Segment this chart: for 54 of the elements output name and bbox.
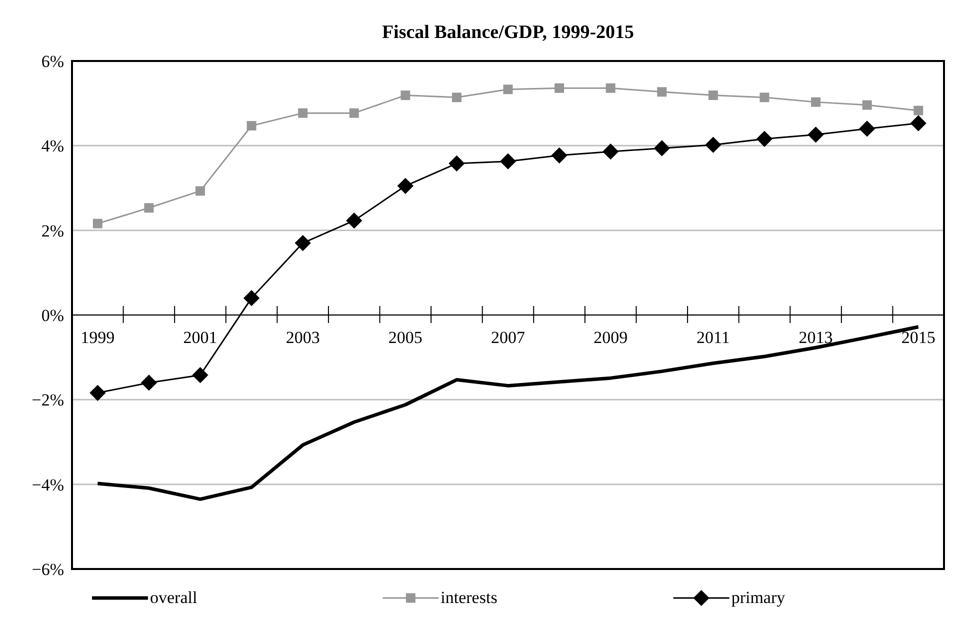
x-tick-label: 2011 <box>696 328 730 347</box>
point <box>397 178 414 194</box>
point <box>554 83 564 93</box>
point <box>192 367 208 384</box>
point <box>503 84 513 94</box>
y-tick-label: 2% <box>41 221 64 240</box>
point <box>452 92 462 102</box>
point <box>602 144 619 160</box>
point <box>756 130 773 147</box>
point <box>195 186 205 196</box>
point <box>246 121 256 131</box>
point <box>448 155 465 172</box>
point <box>140 374 158 391</box>
x-tick-label: 2009 <box>594 328 628 347</box>
x-tick-label: 1999 <box>80 328 115 347</box>
point <box>144 203 154 213</box>
x-tick-label: 2013 <box>798 328 833 347</box>
x-tick-label: 2003 <box>286 328 320 347</box>
point <box>657 87 667 97</box>
point <box>862 100 872 110</box>
point <box>346 212 362 229</box>
legend-label: primary <box>731 588 786 607</box>
y-tick-label: 6% <box>41 52 64 71</box>
y-tick-label: −4% <box>32 475 64 494</box>
point <box>92 218 102 228</box>
point <box>708 90 718 100</box>
point <box>858 120 876 137</box>
x-tick-label: 2005 <box>388 328 422 347</box>
point <box>298 108 308 118</box>
y-tick-label: 0% <box>41 306 64 325</box>
point <box>606 83 616 93</box>
y-tick-label: −6% <box>32 560 64 579</box>
point <box>349 108 359 118</box>
point <box>705 136 722 153</box>
point <box>910 115 926 132</box>
x-tick-label: 2001 <box>183 328 218 347</box>
y-tick-label: −2% <box>32 390 64 410</box>
point <box>294 234 311 252</box>
point <box>811 97 821 107</box>
legend-label: overall <box>150 588 198 607</box>
point <box>914 106 924 116</box>
point <box>808 126 824 143</box>
chart-title: Fiscal Balance/GDP, 1999-2015 <box>382 22 634 43</box>
legend-label: interests <box>440 588 498 607</box>
point <box>654 140 670 156</box>
point <box>400 90 410 100</box>
point <box>243 290 260 306</box>
point <box>760 92 770 102</box>
x-tick-label: 2007 <box>491 328 526 347</box>
point <box>90 384 106 401</box>
point <box>500 153 516 170</box>
x-tick-label: 2015 <box>901 328 936 347</box>
point <box>551 147 568 164</box>
y-tick-label: 4% <box>41 136 64 156</box>
